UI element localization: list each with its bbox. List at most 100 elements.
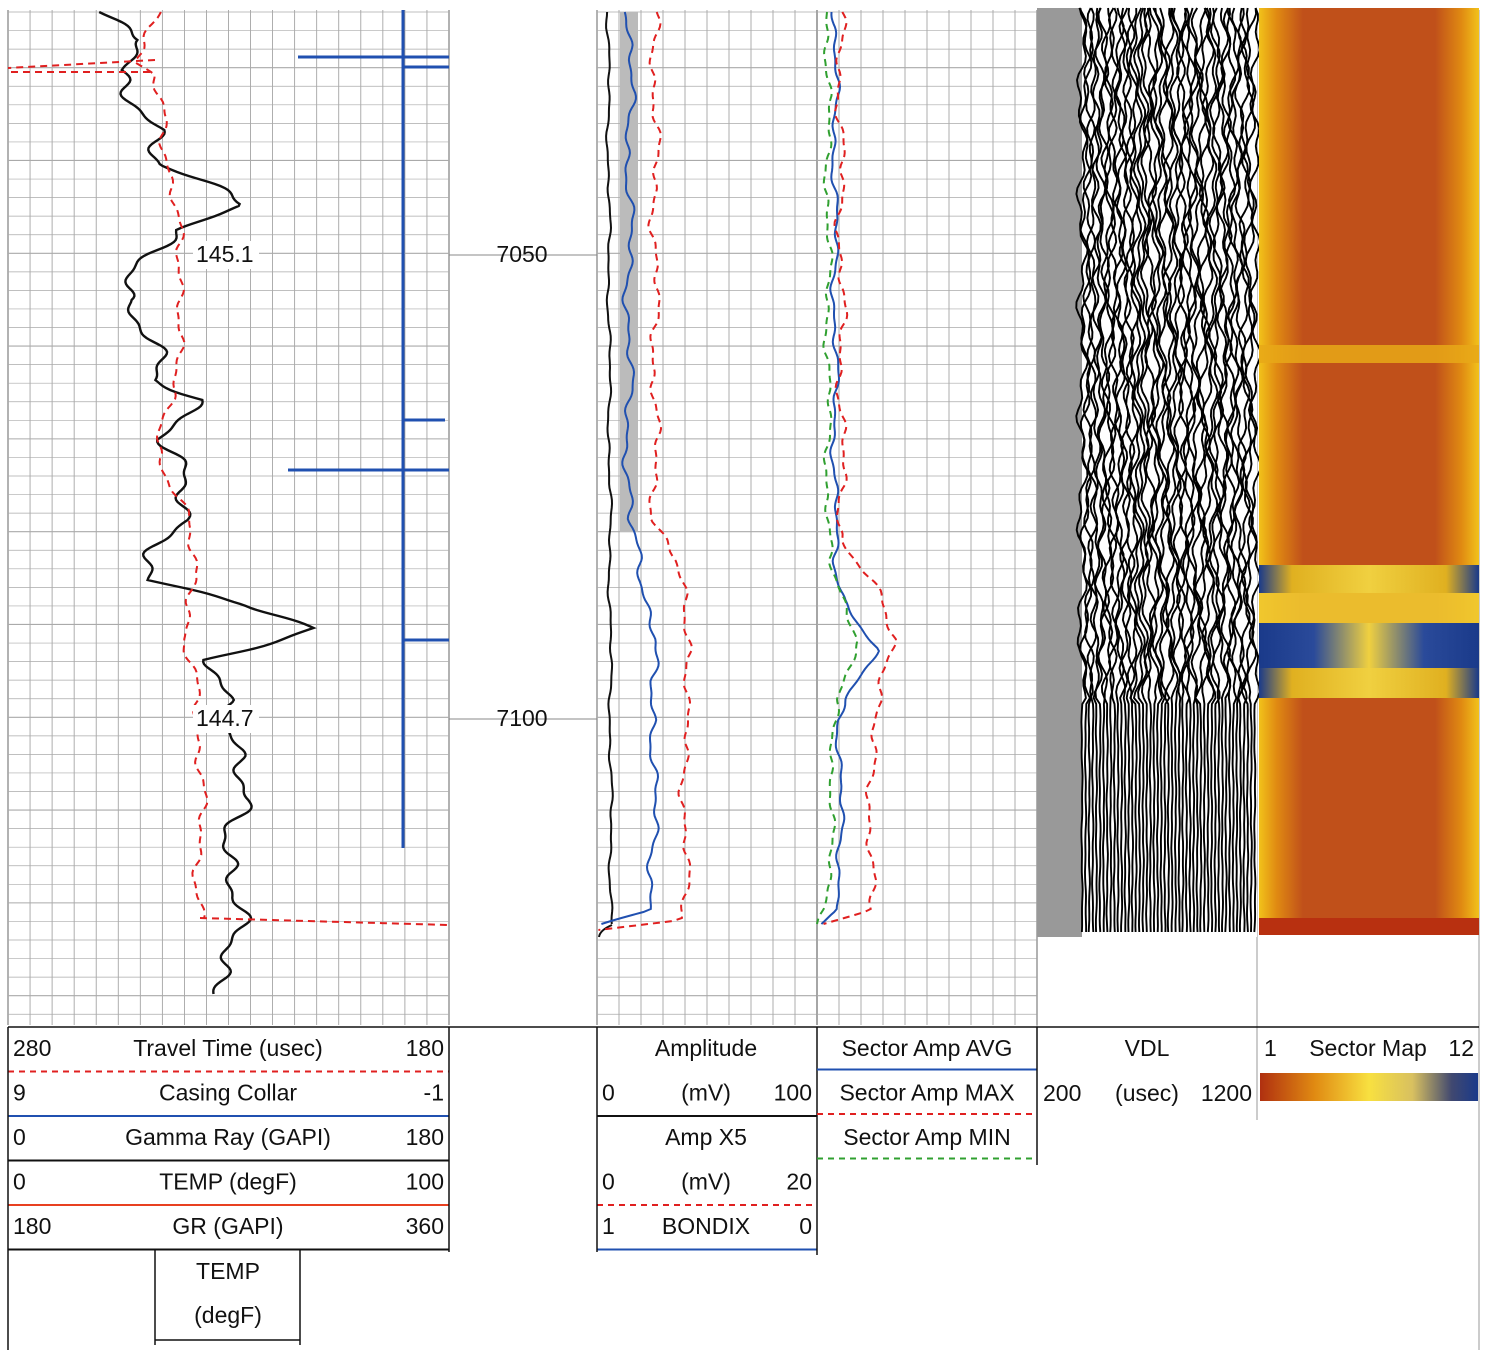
vdl-stripe	[1183, 7, 1197, 933]
vdl-stripe	[1222, 7, 1237, 933]
legend-name: Amplitude	[655, 1035, 757, 1061]
legend-name: Sector Amp MIN	[843, 1124, 1010, 1150]
vdl-stripe	[1104, 7, 1118, 933]
annotation-bg	[193, 241, 259, 269]
vdl-stripe	[1111, 7, 1125, 933]
color-bar	[1260, 1073, 1478, 1101]
vdl-stripe	[1139, 7, 1154, 933]
legend-right: 0	[799, 1213, 812, 1239]
amplitude-curve	[601, 11, 660, 925]
vdl-stripe	[1136, 7, 1151, 933]
vdl-stripe	[1132, 7, 1147, 933]
legend-name: Gamma Ray (GAPI)	[125, 1124, 331, 1150]
legend-name: Sector Map	[1309, 1035, 1427, 1061]
travel-time-curve	[7, 59, 450, 926]
vdl-stripe	[1204, 7, 1219, 933]
vdl-stripe	[1172, 7, 1186, 933]
legend-name: (degF)	[194, 1302, 262, 1328]
vdl-stripe	[1096, 7, 1111, 933]
sector-max-curve	[823, 11, 898, 925]
vdl-stripe	[1107, 7, 1122, 933]
vdl-stripe	[1190, 7, 1204, 933]
vdl-stripe	[1237, 7, 1251, 933]
vdl-stripe	[1154, 7, 1168, 932]
vdl-stripe	[1093, 7, 1107, 933]
vdl-stripe	[1147, 7, 1161, 933]
legend-name: Sector Amp MAX	[839, 1080, 1014, 1106]
legend-left: 180	[13, 1213, 51, 1239]
temp-annotation: 144.7	[196, 705, 254, 731]
depth-label: 7050	[496, 241, 547, 267]
sector-min-curve	[816, 11, 859, 925]
legend-left: 1	[1264, 1035, 1277, 1061]
legend-right: 180	[406, 1035, 444, 1061]
legend-name: Travel Time (usec)	[133, 1035, 323, 1061]
legend-left: 1	[602, 1213, 615, 1239]
vdl-stripe	[1118, 7, 1132, 932]
vdl-stripe	[1165, 7, 1179, 933]
legend-right: 20	[786, 1169, 812, 1195]
legend-left: 280	[13, 1035, 51, 1061]
travel-time-curve	[134, 11, 209, 919]
legend-box	[154, 1250, 301, 1345]
vdl-stripe	[1085, 7, 1100, 933]
vdl-stripe	[1121, 7, 1136, 933]
vdl-stripe	[1212, 7, 1226, 933]
vdl-stripe	[1125, 7, 1140, 933]
legend-name: TEMP (degF)	[159, 1169, 297, 1195]
legend-name: Casing Collar	[159, 1080, 297, 1106]
vdl-stripe	[1161, 7, 1176, 933]
sector-avg-curve	[820, 11, 881, 925]
temp-annotation: 145.1	[196, 241, 254, 267]
amp-x5-curve	[598, 11, 693, 931]
bondix-curve	[605, 11, 614, 925]
sector-band	[1259, 593, 1479, 623]
vdl-stripe	[1233, 7, 1248, 933]
sector-band	[1259, 918, 1479, 935]
legend-name: Amp X5	[665, 1124, 747, 1150]
vdl-stripe	[1078, 7, 1093, 932]
sector-map	[1259, 8, 1479, 935]
annotation-bg	[193, 705, 259, 733]
legend-right: -1	[424, 1080, 444, 1106]
legend-right: 100	[774, 1080, 812, 1106]
vdl-stripe	[1193, 7, 1208, 933]
legend-name: (mV)	[681, 1080, 731, 1106]
legend-left: 200	[1043, 1080, 1081, 1106]
vdl-gray	[1037, 8, 1082, 937]
vdl-stripe	[1197, 7, 1212, 933]
legend-name: GR (GAPI)	[172, 1213, 283, 1239]
legend-left: 0	[13, 1169, 26, 1195]
sector-band	[1259, 345, 1479, 363]
legend-right: 12	[1448, 1035, 1474, 1061]
vdl-stripe	[1215, 7, 1230, 933]
sector-band	[1259, 668, 1479, 698]
legend-name: (usec)	[1115, 1080, 1179, 1106]
sector-band	[1259, 623, 1479, 668]
depth-label: 7100	[496, 705, 547, 731]
vdl-stripe	[1129, 7, 1143, 933]
legend-left: 9	[13, 1080, 26, 1106]
gamma-ray-curve	[98, 10, 317, 995]
vdl-stripe	[1100, 7, 1114, 933]
legend-right: 100	[406, 1169, 444, 1195]
legend-right: 360	[406, 1213, 444, 1239]
vdl-stripe	[1089, 7, 1104, 933]
vdl-stripe	[1229, 7, 1244, 933]
legend-name: VDL	[1125, 1035, 1170, 1061]
legend-left: 0	[602, 1169, 615, 1195]
legend-name: TEMP	[196, 1258, 260, 1284]
legend-left: 0	[13, 1124, 26, 1150]
vdl-stripe	[1244, 7, 1259, 933]
legend-border	[596, 1027, 818, 1255]
bondix-curve	[598, 924, 613, 938]
legend-name: BONDIX	[662, 1213, 750, 1239]
vdl-stripe	[1143, 7, 1158, 933]
legend-name: (mV)	[681, 1169, 731, 1195]
sector-band	[1259, 565, 1479, 593]
vdl-stripe	[1219, 7, 1233, 933]
legend-right: 180	[406, 1124, 444, 1150]
vdl-stripe	[1240, 7, 1255, 933]
legend-name: Sector Amp AVG	[842, 1035, 1013, 1061]
